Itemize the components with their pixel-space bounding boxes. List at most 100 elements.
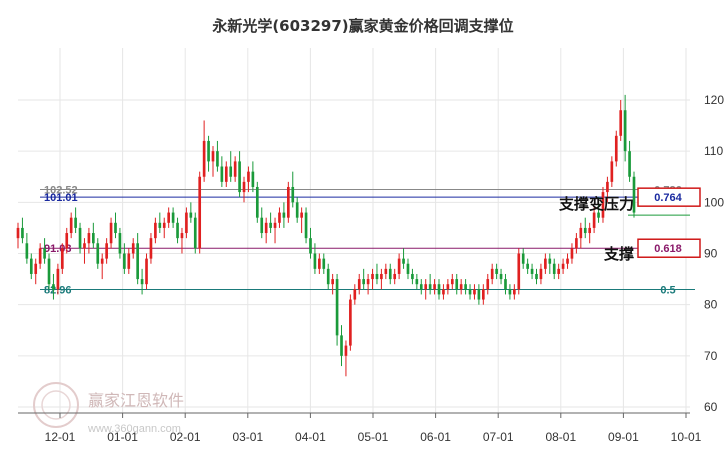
candle-body-40 — [193, 217, 197, 249]
candle-body-122 — [557, 268, 560, 274]
candle-body-61 — [287, 186, 290, 218]
y-tick-label-2: 80 — [704, 298, 718, 312]
candle-body-2 — [25, 243, 29, 259]
annotation-support-to-resistance: 支撑变压力 — [558, 195, 634, 213]
candle-body-47 — [224, 166, 228, 182]
candle-body-7 — [47, 258, 51, 285]
candle-body-85 — [393, 273, 397, 280]
level-box-0 — [637, 187, 701, 207]
candle-body-37 — [180, 233, 184, 239]
candle-body-117 — [535, 273, 538, 280]
candle-body-33 — [162, 222, 166, 228]
candle-body-41 — [198, 176, 202, 249]
candle-body-4 — [34, 263, 38, 274]
candle-body-49 — [233, 161, 237, 177]
candle-body-129 — [588, 227, 592, 234]
candle-body-15 — [83, 243, 86, 249]
candle-body-137 — [623, 110, 627, 152]
candle-body-38 — [185, 212, 188, 234]
candle-body-12 — [69, 217, 73, 234]
candle-body-126 — [575, 238, 578, 249]
candle-body-119 — [544, 258, 547, 269]
x-axis: 12-01 01-01 02-01 03-01 04-01 05-01 06-01 07-01… — [18, 412, 702, 444]
x-tick-label-0: 12-01 — [45, 430, 76, 444]
candle-body-81 — [375, 273, 379, 280]
annotation-support: 支撑 — [603, 245, 634, 263]
candle-body-96 — [442, 289, 445, 295]
candle-body-134 — [610, 161, 614, 182]
candle-body-3 — [29, 258, 33, 274]
candles — [16, 94, 636, 377]
candle-body-133 — [606, 181, 609, 193]
candle-body-30 — [149, 238, 153, 259]
x-tick-label-5: 05-01 — [358, 430, 389, 444]
candle-body-70 — [326, 268, 330, 285]
candle-body-55 — [260, 217, 264, 234]
watermark-brand: 赢家江恩软件 — [88, 391, 184, 410]
candle-body-26 — [131, 243, 135, 254]
y-tick-label-1: 70 — [704, 349, 718, 363]
chart-title: 永新光学(603297)赢家黄金价格回调支撑位 — [211, 17, 513, 35]
candle-body-31 — [154, 222, 157, 239]
candle-body-35 — [171, 212, 175, 223]
candle-body-120 — [548, 258, 552, 264]
candle-body-98 — [450, 279, 454, 285]
candle-body-91 — [419, 284, 423, 290]
candle-body-60 — [282, 212, 286, 218]
candle-body-16 — [87, 233, 91, 244]
candle-body-71 — [331, 279, 334, 285]
candle-body-19 — [100, 258, 104, 264]
candle-body-28 — [140, 279, 144, 285]
candle-body-69 — [322, 258, 326, 269]
candle-body-6 — [43, 248, 46, 259]
x-tick-label-1: 01-01 — [107, 430, 138, 444]
candle-body-48 — [229, 166, 233, 177]
candle-body-58 — [273, 222, 277, 228]
candle-body-116 — [530, 268, 534, 274]
watermark-site: www.360gann.com — [87, 423, 181, 435]
candle-body-82 — [380, 273, 383, 280]
level-label-boxed-2: 0.618 — [654, 243, 682, 255]
candle-body-43 — [207, 140, 210, 162]
candle-body-107 — [490, 268, 494, 280]
candle-body-53 — [251, 171, 255, 187]
y-axis: 60 70 80 90 100 110 120 — [704, 93, 724, 414]
candle-body-84 — [388, 268, 392, 280]
candle-body-92 — [424, 284, 428, 290]
candle-body-50 — [238, 161, 241, 193]
candle-body-139 — [632, 176, 636, 213]
candle-body-112 — [513, 289, 516, 295]
candle-body-136 — [619, 110, 623, 136]
candle-body-132 — [601, 192, 605, 218]
candle-body-77 — [357, 279, 361, 290]
candle-body-67 — [313, 253, 317, 269]
candle-body-109 — [499, 273, 503, 280]
candle-body-131 — [597, 212, 600, 218]
candle-body-135 — [614, 135, 618, 162]
candle-body-114 — [521, 253, 525, 264]
level-label-left-1: 101.01 — [44, 192, 78, 204]
candle-body-54 — [255, 186, 259, 218]
candle-body-36 — [176, 222, 179, 239]
candle-body-88 — [406, 263, 410, 274]
candle-body-124 — [566, 258, 569, 264]
candle-body-74 — [344, 345, 348, 356]
candle-body-17 — [92, 233, 95, 244]
candle-body-86 — [397, 258, 401, 274]
candle-body-97 — [446, 284, 450, 290]
x-tick-label-10: 10-01 — [671, 430, 702, 444]
candle-body-5 — [38, 248, 42, 264]
candle-body-127 — [579, 227, 583, 239]
candle-body-125 — [570, 248, 574, 259]
candle-body-118 — [539, 268, 543, 280]
candle-body-21 — [109, 222, 113, 244]
candle-body-18 — [96, 243, 100, 264]
y-tick-label-0: 60 — [704, 400, 718, 414]
candle-body-94 — [433, 284, 436, 290]
y-tick-label-3: 90 — [704, 247, 718, 261]
candle-body-44 — [211, 151, 215, 162]
candle-body-14 — [78, 227, 82, 249]
candle-body-93 — [428, 284, 432, 290]
